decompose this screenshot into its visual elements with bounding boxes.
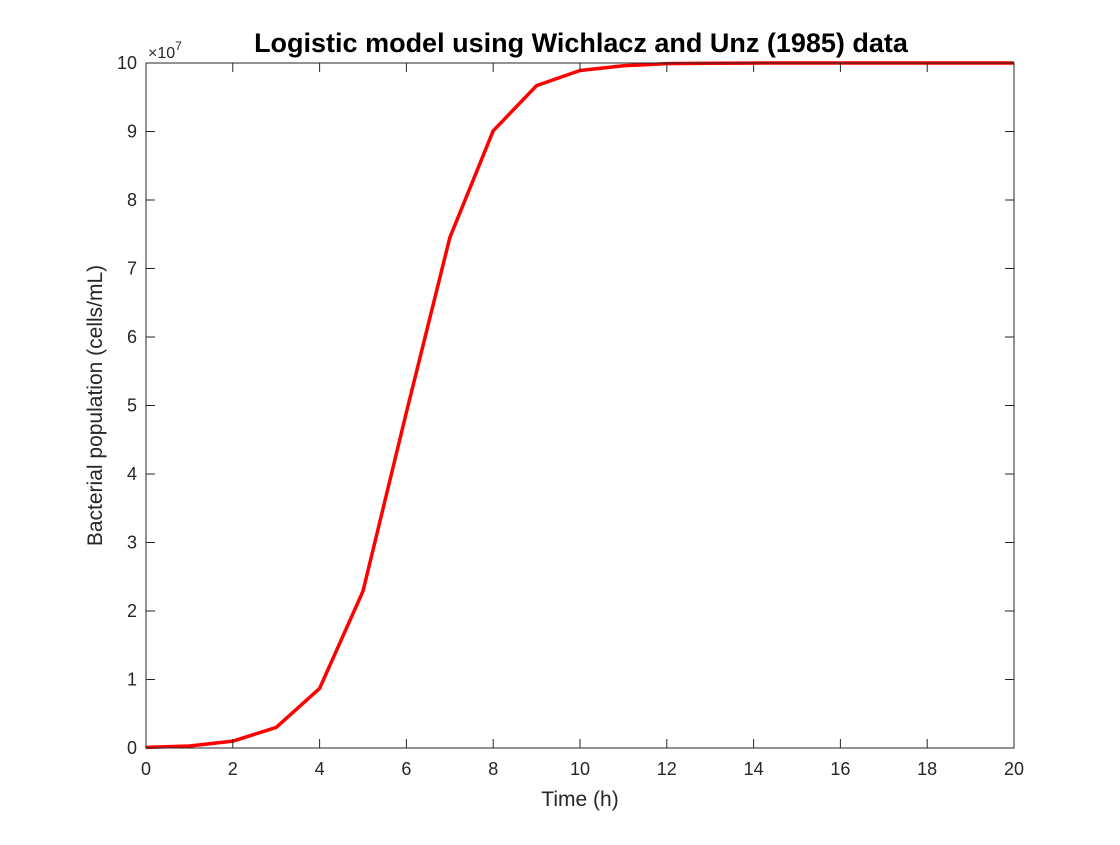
y-tick-label: 4 (127, 464, 137, 484)
x-tick-label: 0 (141, 759, 151, 779)
y-tick-label: 3 (127, 533, 137, 553)
y-exponent-label: ×107 (148, 39, 182, 62)
x-tick-label: 16 (830, 759, 850, 779)
x-tick-label: 20 (1004, 759, 1024, 779)
y-tick-label: 9 (127, 122, 137, 142)
x-tick-label: 4 (315, 759, 325, 779)
x-axis-label: Time (h) (541, 788, 618, 811)
plot-area (146, 63, 1014, 748)
x-tick-label: 6 (401, 759, 411, 779)
chart-title: Logistic model using Wichlacz and Unz (1… (254, 28, 909, 58)
x-tick-label: 12 (657, 759, 677, 779)
x-tick-label: 18 (917, 759, 937, 779)
y-axis-label: Bacterial population (cells/mL) (84, 265, 107, 546)
y-tick-label: 0 (127, 738, 137, 758)
x-tick-label: 8 (488, 759, 498, 779)
y-tick-label: 2 (127, 601, 137, 621)
y-tick-label: 6 (127, 327, 137, 347)
x-tick-label: 10 (570, 759, 590, 779)
y-tick-label: 1 (127, 670, 137, 690)
x-tick-label: 2 (228, 759, 238, 779)
y-tick-label: 7 (127, 259, 137, 279)
y-tick-label: 8 (127, 190, 137, 210)
y-tick-label: 5 (127, 396, 137, 416)
y-tick-label: 10 (117, 53, 137, 73)
x-tick-label: 14 (744, 759, 764, 779)
